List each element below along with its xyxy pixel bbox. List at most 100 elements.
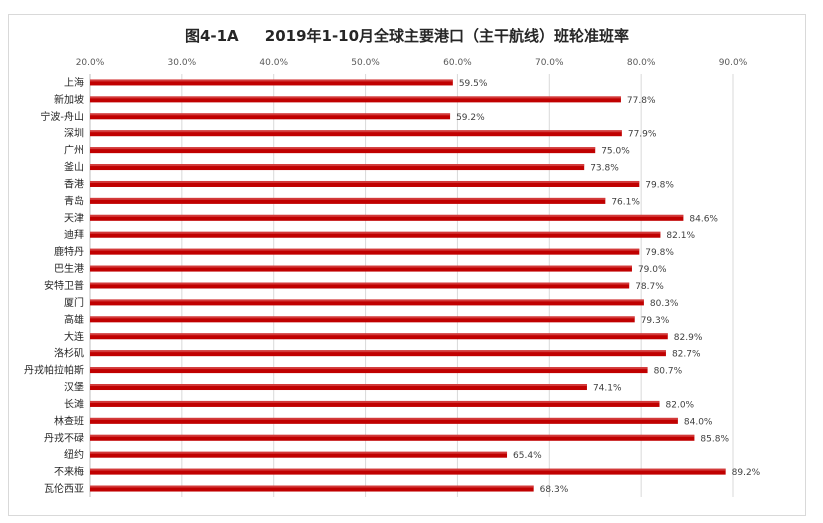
data-label: 82.9% [674,333,703,343]
data-label: 73.8% [590,164,619,174]
data-label: 82.0% [666,400,695,410]
bar-highlight [90,231,661,234]
category-label: 新加坡 [54,93,84,106]
bar [90,248,640,255]
bar [90,214,684,221]
category-label: 洛杉矶 [54,347,84,360]
category-label: 丹戎帕拉帕斯 [24,364,84,377]
bar [90,180,640,187]
bar [90,79,453,86]
bar-highlight [90,400,660,403]
category-label: 厦门 [64,296,84,309]
category-label: 大连 [64,330,84,343]
bar [90,265,632,272]
data-label: 77.9% [628,130,657,140]
category-label: 迪拜 [64,229,84,241]
category-label: 宁波-舟山 [40,110,84,123]
bar [90,333,668,340]
bar-highlight [90,485,534,488]
bar-highlight [90,147,596,150]
category-label: 纽约 [64,448,84,461]
bar-highlight [90,180,640,183]
bar-highlight [90,367,648,370]
category-label: 天津 [64,212,84,224]
bar-highlight [90,130,622,133]
data-label: 76.1% [611,197,640,207]
category-label: 不来梅 [54,465,84,478]
bar-highlight [90,468,726,471]
bar [90,367,648,374]
category-label: 广州 [64,145,84,157]
bar-highlight [90,197,606,200]
chart-title: 图4-1A 2019年1-10月全球主要港口（主干航线）班轮准班率 [184,27,630,45]
x-tick-label: 70.0% [535,58,564,68]
data-label: 79.8% [645,180,674,190]
bar-highlight [90,265,632,268]
bar [90,130,622,137]
bar-highlight [90,451,508,454]
bar-highlight [90,417,678,420]
category-label: 鹿特丹 [54,245,84,258]
bar-highlight [90,333,668,336]
bar [90,400,660,407]
bar [90,164,585,171]
bar-highlight [90,79,453,82]
data-label: 80.7% [654,367,683,377]
bar [90,417,678,424]
category-label: 巴生港 [54,262,84,275]
data-label: 75.0% [601,147,630,157]
category-label: 长滩 [64,397,84,410]
data-label: 74.1% [593,384,622,394]
category-label: 安特卫普 [44,279,84,292]
category-label: 高雄 [64,313,84,326]
data-label: 59.2% [456,113,485,123]
x-tick-label: 30.0% [168,58,197,68]
x-tick-label: 20.0% [76,58,105,68]
bar-highlight [90,164,585,167]
x-tick-label: 80.0% [627,58,656,68]
bar-highlight [90,96,621,99]
category-label: 青岛 [64,194,84,207]
bar-highlight [90,434,695,437]
data-label: 77.8% [627,96,656,106]
bar [90,434,695,441]
bar-highlight [90,316,635,319]
bar-highlight [90,350,666,353]
category-label: 深圳 [64,128,84,140]
bar [90,147,596,154]
bar [90,299,644,306]
category-label: 上海 [64,76,84,89]
data-label: 85.8% [700,434,729,444]
bar-highlight [90,299,644,302]
bar [90,96,621,103]
category-label: 汉堡 [64,381,84,394]
data-label: 79.8% [645,248,674,258]
category-label: 香港 [64,178,84,190]
bar [90,197,606,204]
bar [90,485,534,492]
data-label: 79.0% [638,265,667,275]
category-label: 丹戎不碌 [44,431,84,444]
category-label: 林查班 [54,414,84,427]
x-tick-label: 60.0% [443,58,472,68]
bar-highlight [90,282,630,285]
bar [90,282,630,289]
data-label: 65.4% [513,451,542,461]
data-label: 82.7% [672,350,701,360]
bar [90,468,726,475]
data-label: 78.7% [635,282,664,292]
data-label: 84.0% [684,417,713,427]
x-tick-label: 50.0% [351,58,380,68]
bar [90,451,508,458]
data-label: 84.6% [689,214,718,224]
data-label: 79.3% [641,316,670,326]
data-label: 68.3% [540,485,569,495]
x-tick-label: 40.0% [259,58,288,68]
bar [90,113,451,120]
bar-highlight [90,248,640,251]
bar [90,350,666,357]
data-label: 59.5% [459,79,488,89]
bar-highlight [90,214,684,217]
data-label: 89.2% [732,468,761,478]
